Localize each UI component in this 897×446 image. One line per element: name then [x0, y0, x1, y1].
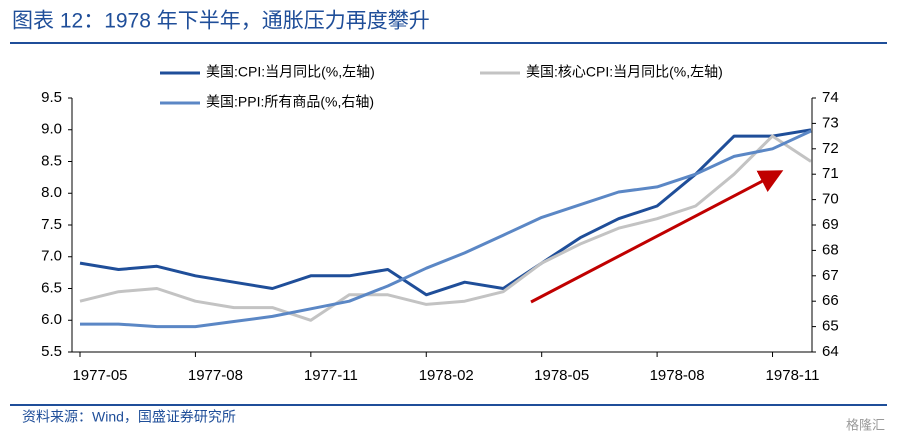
y-tick-label: 7.5: [41, 216, 62, 233]
x-tick-label: 1977-05: [72, 367, 127, 384]
y-tick-label: 9.5: [41, 89, 62, 106]
legend-label: 美国:PPI:所有商品(%,右轴): [206, 94, 374, 110]
series-line: [79, 128, 812, 297]
y2-tick-label: 67: [822, 267, 839, 284]
y-tick-label: 9.0: [41, 121, 62, 138]
y2-tick-label: 66: [822, 292, 839, 309]
chart-title: 图表 12：1978 年下半年，通胀压力再度攀升: [12, 10, 430, 33]
x-tick-label: 1978-11: [766, 367, 820, 384]
x-tick-label: 1978-08: [650, 367, 705, 384]
y2-tick-label: 72: [822, 140, 839, 157]
series-line: [80, 129, 812, 329]
y2-tick-label: 69: [822, 216, 839, 233]
y2-tick-label: 68: [822, 241, 839, 258]
legend-label: 美国:核心CPI:当月同比(%,左轴): [526, 64, 723, 80]
legend-label: 美国:CPI:当月同比(%,左轴): [206, 64, 375, 80]
y-tick-label: 8.0: [41, 184, 62, 201]
x-tick-label: 1978-02: [419, 367, 474, 384]
y2-tick-label: 74: [822, 89, 839, 106]
x-tick-label: 1977-11: [304, 367, 358, 384]
y-tick-label: 5.5: [41, 343, 62, 360]
source: 资料来源：Wind，国盛证券研究所: [22, 409, 236, 425]
y2-tick-label: 73: [822, 114, 839, 131]
y2-tick-label: 65: [822, 318, 839, 335]
trend-arrow: [530, 170, 784, 304]
x-tick-label: 1978-05: [534, 367, 589, 384]
series-line: [79, 134, 812, 322]
y-tick-label: 7.0: [41, 248, 62, 265]
y-tick-label: 6.5: [41, 279, 62, 296]
y-tick-label: 6.0: [41, 311, 62, 328]
y2-tick-label: 71: [822, 165, 839, 182]
y2-tick-label: 70: [822, 191, 839, 208]
y-tick-label: 8.5: [41, 152, 62, 169]
x-tick-label: 1977-08: [188, 367, 243, 384]
y2-tick-label: 64: [822, 343, 839, 360]
watermark: 格隆汇: [846, 417, 885, 432]
